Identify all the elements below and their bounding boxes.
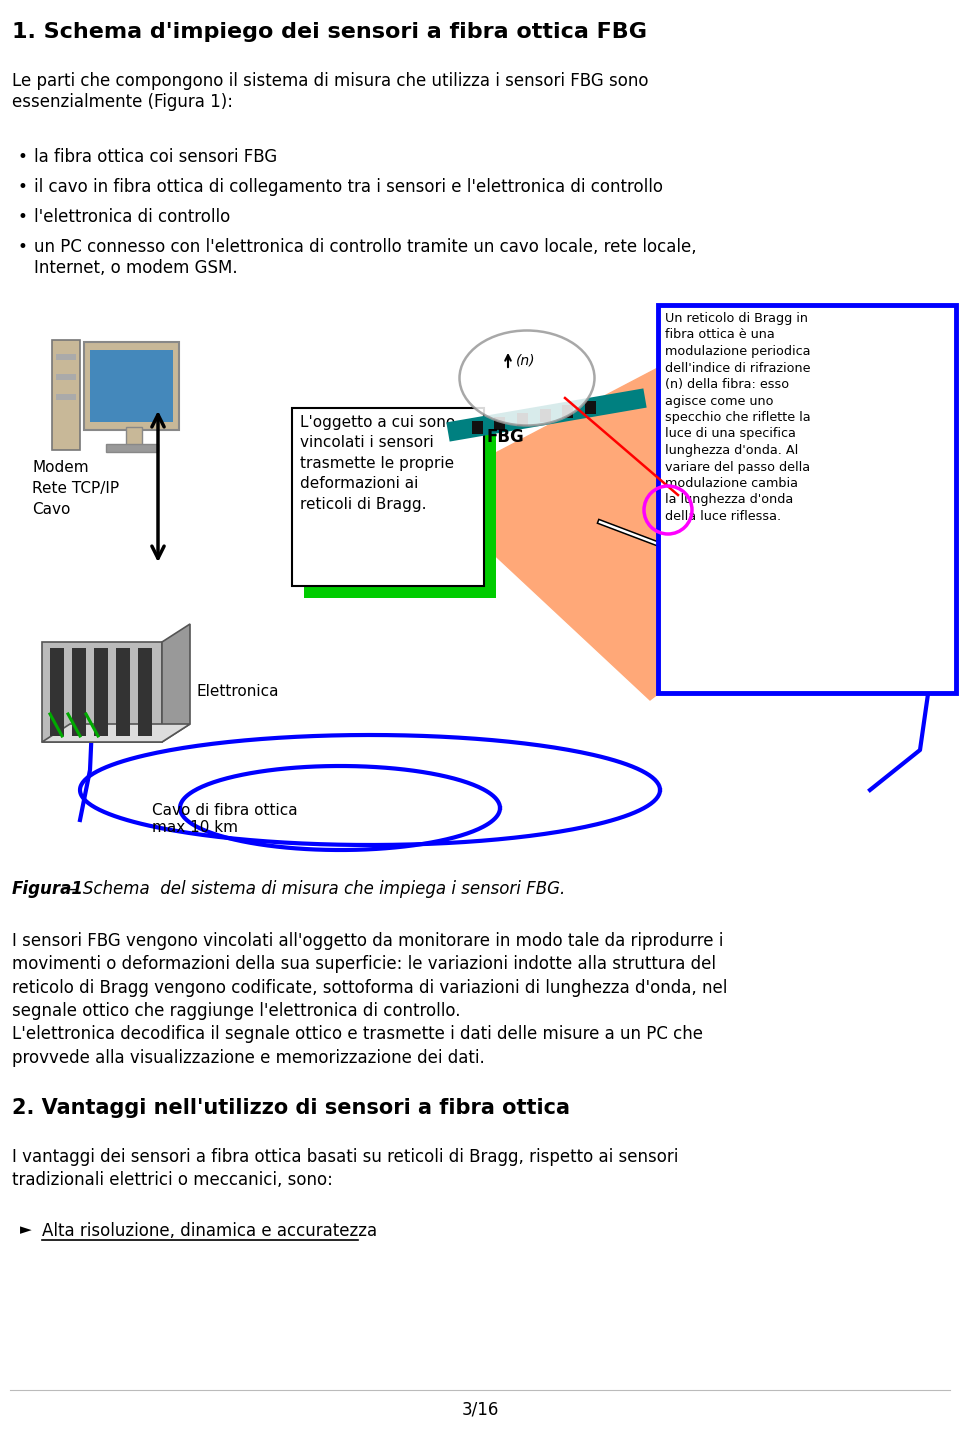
Text: l'elettronica di controllo: l'elettronica di controllo: [34, 208, 230, 227]
Bar: [106, 445, 158, 452]
Text: Figura1: Figura1: [12, 880, 84, 898]
Polygon shape: [425, 338, 905, 700]
Bar: [72, 648, 86, 736]
Text: FBG: FBG: [486, 427, 524, 446]
Bar: [516, 413, 528, 426]
Bar: [471, 422, 483, 435]
Text: •: •: [18, 178, 28, 196]
Text: la fibra ottica coi sensori FBG: la fibra ottica coi sensori FBG: [34, 148, 277, 166]
Bar: [50, 648, 64, 736]
Text: Alta risoluzione, dinamica e accuratezza: Alta risoluzione, dinamica e accuratezza: [42, 1222, 377, 1240]
Text: – Schema  del sistema di misura che impiega i sensori FBG.: – Schema del sistema di misura che impie…: [64, 880, 565, 898]
Bar: [56, 354, 76, 360]
Bar: [116, 648, 130, 736]
Text: Elettronica: Elettronica: [197, 684, 279, 700]
Bar: [56, 394, 76, 400]
FancyBboxPatch shape: [658, 305, 956, 693]
Text: Le parti che compongono il sistema di misura che utilizza i sensori FBG sono
ess: Le parti che compongono il sistema di mi…: [12, 72, 649, 110]
Text: •: •: [18, 148, 28, 166]
Text: •: •: [18, 208, 28, 227]
Text: il cavo in fibra ottica di collegamento tra i sensori e l'elettronica di control: il cavo in fibra ottica di collegamento …: [34, 178, 663, 196]
Text: ►: ►: [20, 1222, 32, 1238]
Bar: [540, 409, 550, 422]
Ellipse shape: [460, 330, 594, 426]
Text: I sensori FBG vengono vincolati all'oggetto da monitorare in modo tale da riprod: I sensori FBG vengono vincolati all'ogge…: [12, 932, 728, 1067]
Text: Un reticolo di Bragg in
fibra ottica è una
modulazione periodica
dell'indice di : Un reticolo di Bragg in fibra ottica è u…: [665, 313, 810, 523]
Bar: [42, 642, 162, 741]
Text: 1. Schema d'impiego dei sensori a fibra ottica FBG: 1. Schema d'impiego dei sensori a fibra …: [12, 22, 647, 42]
Text: (n): (n): [516, 353, 536, 367]
Bar: [585, 402, 596, 414]
Text: Cavo di fibra ottica
max 10 km: Cavo di fibra ottica max 10 km: [152, 803, 298, 836]
Bar: [56, 374, 76, 380]
Text: I vantaggi dei sensori a fibra ottica basati su reticoli di Bragg, rispetto ai s: I vantaggi dei sensori a fibra ottica ba…: [12, 1149, 679, 1189]
Polygon shape: [162, 624, 190, 741]
Text: un PC connesso con l'elettronica di controllo tramite un cavo locale, rete local: un PC connesso con l'elettronica di cont…: [34, 238, 697, 277]
Bar: [52, 340, 80, 450]
Bar: [494, 417, 505, 430]
Bar: [138, 648, 152, 736]
Text: Modem
Rete TCP/IP
Cavo: Modem Rete TCP/IP Cavo: [32, 459, 119, 516]
Bar: [563, 406, 573, 419]
Text: L'oggetto a cui sono
vincolati i sensori
trasmette le proprie
deformazioni ai
re: L'oggetto a cui sono vincolati i sensori…: [300, 414, 455, 512]
Text: •: •: [18, 238, 28, 257]
Text: 3/16: 3/16: [462, 1400, 498, 1418]
Bar: [126, 427, 142, 445]
Bar: [84, 341, 179, 430]
FancyBboxPatch shape: [304, 420, 496, 598]
FancyBboxPatch shape: [292, 409, 484, 587]
Text: 2. Vantaggi nell'utilizzo di sensori a fibra ottica: 2. Vantaggi nell'utilizzo di sensori a f…: [12, 1098, 570, 1119]
Bar: [90, 350, 173, 422]
Polygon shape: [42, 724, 190, 741]
Bar: [94, 648, 108, 736]
